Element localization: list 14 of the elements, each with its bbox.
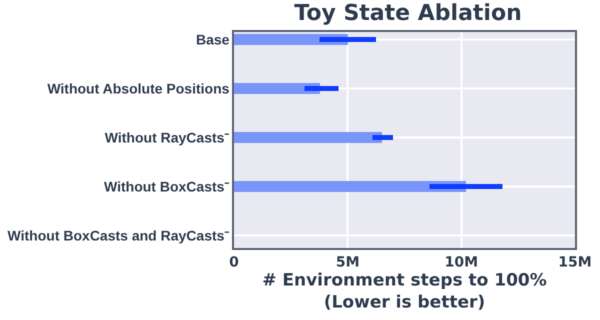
bar bbox=[234, 83, 320, 94]
y-tick-label: Without BoxCasts and RayCasts⁻ bbox=[8, 228, 230, 244]
y-tick-label: Without Absolute Positions bbox=[47, 80, 230, 96]
x-tick-label: 5M bbox=[336, 254, 360, 271]
y-tick-label: Without BoxCasts⁻ bbox=[104, 178, 230, 195]
y-tick-label: Without RayCasts⁻ bbox=[104, 129, 230, 146]
x-tick-label: 0 bbox=[229, 254, 240, 271]
chart-title: Toy State Ablation bbox=[294, 1, 522, 26]
bar bbox=[234, 132, 382, 143]
x-axis-title: # Environment steps to 100% (Lower is better) bbox=[262, 270, 547, 313]
x-tick-label: 15M bbox=[558, 254, 592, 271]
y-tick-label: Base bbox=[196, 31, 230, 48]
bar bbox=[234, 181, 466, 192]
x-tick-label: 10M bbox=[444, 254, 478, 271]
